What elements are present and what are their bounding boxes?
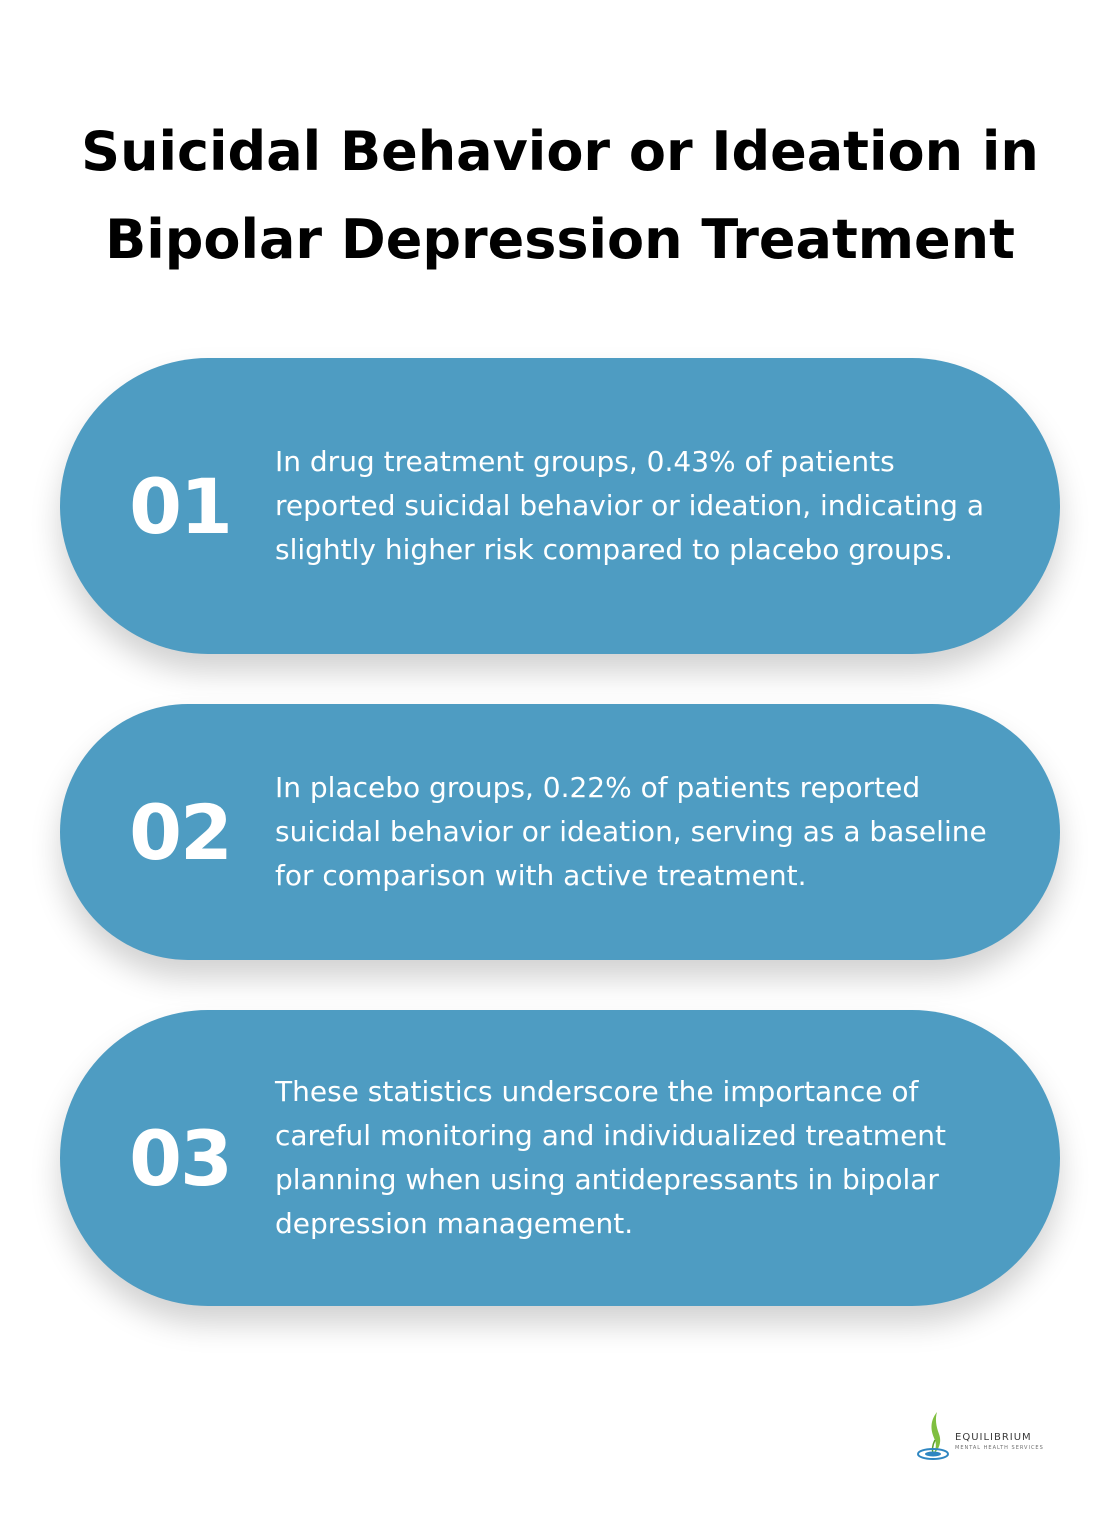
item-number: 03 — [129, 1113, 233, 1203]
item-text: In drug treatment groups, 0.43% of patie… — [275, 445, 984, 566]
sprout-drop-icon — [917, 1412, 949, 1460]
brand-tagline: MENTAL HEALTH SERVICES — [955, 1445, 1044, 1451]
item-card-3: 03 These statistics underscore the impor… — [60, 1010, 1060, 1306]
item-card-2: 02 In placebo groups, 0.22% of patients … — [60, 704, 1060, 960]
brand-name: EQUILIBRIUM — [955, 1432, 1032, 1443]
title-line-1: Suicidal Behavior or Ideation in — [81, 120, 1039, 183]
page-title: Suicidal Behavior or Ideation in Bipolar… — [0, 108, 1120, 284]
item-text: In placebo groups, 0.22% of patients rep… — [275, 771, 987, 892]
item-text-container: In placebo groups, 0.22% of patients rep… — [275, 704, 1005, 960]
item-text: These statistics underscore the importan… — [275, 1075, 947, 1240]
item-number: 02 — [129, 787, 233, 877]
item-card-1: 01 In drug treatment groups, 0.43% of pa… — [60, 358, 1060, 654]
brand-logo: EQUILIBRIUM MENTAL HEALTH SERVICES — [915, 1410, 1055, 1462]
item-text-container: These statistics underscore the importan… — [275, 1010, 1005, 1306]
item-text-container: In drug treatment groups, 0.43% of patie… — [275, 358, 1005, 654]
item-number: 01 — [129, 461, 233, 551]
title-line-2: Bipolar Depression Treatment — [105, 208, 1015, 271]
